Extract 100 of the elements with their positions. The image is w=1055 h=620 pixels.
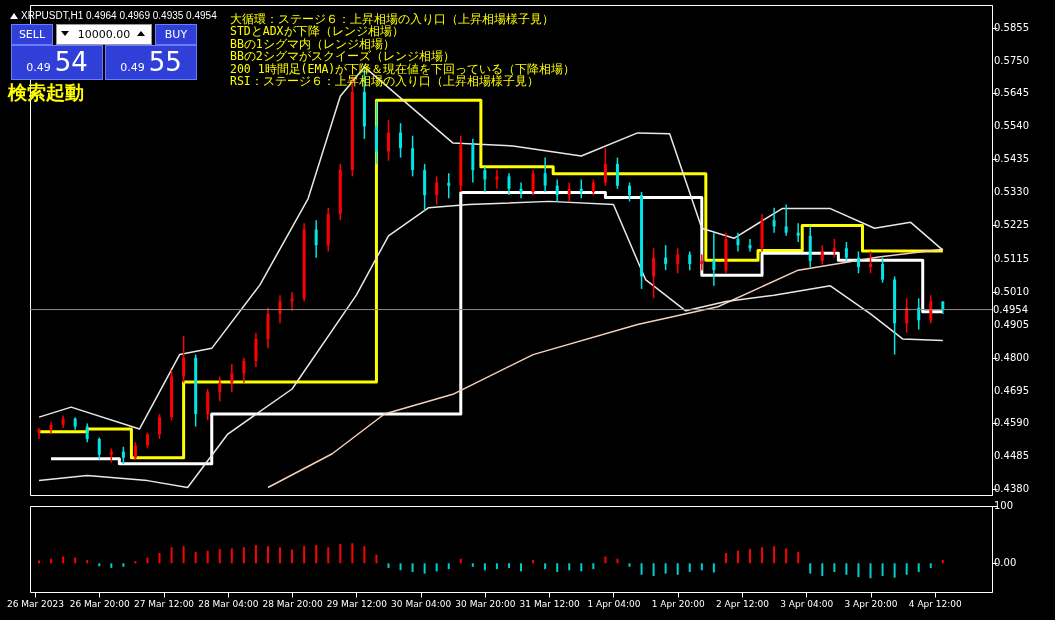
bar (544, 563, 547, 570)
bar (724, 553, 727, 564)
bar (447, 563, 450, 570)
candlestick (519, 181, 523, 199)
y-tick-label: 0.00 (994, 557, 1017, 569)
annotation: BBの1シグマ内（レンジ相場） (230, 36, 395, 51)
y-tick-label: 0.4485 (994, 450, 1029, 462)
x-tick-label: 30 Mar 04:00 (391, 598, 452, 609)
bar (520, 563, 523, 572)
bar (363, 546, 366, 564)
candlestick (399, 122, 403, 159)
x-tick-label: 1 Apr 04:00 (587, 598, 641, 609)
candlestick (182, 335, 186, 384)
bar (254, 544, 257, 564)
candlestick (242, 356, 246, 384)
bar (833, 563, 836, 572)
candlestick (579, 178, 583, 199)
x-tick-label: 4 Apr 12:00 (908, 598, 963, 609)
bar (495, 563, 498, 570)
buy-price-panel: 0.49 55 (105, 45, 197, 80)
bar (435, 563, 438, 572)
bar (917, 563, 920, 572)
bar (266, 546, 269, 564)
candlestick (447, 172, 451, 199)
candlestick (796, 222, 800, 243)
bar (98, 563, 101, 567)
annotation: STDとADXが下降（レンジ相場） (230, 24, 404, 39)
x-tick-label: 31 Mar 12:00 (519, 598, 580, 609)
bar (640, 563, 643, 575)
bar (736, 550, 739, 564)
bar (399, 563, 402, 571)
bar (218, 549, 221, 564)
annotation: 0.49 (26, 61, 51, 74)
candlestick (844, 241, 848, 262)
y-tick-label: 0.5225 (994, 218, 1029, 230)
annotation: BBの2シグマがスクイーズ（レンジ相場） (230, 49, 455, 64)
annotation: 0.49 (120, 61, 145, 74)
x-tick-label: 26 Mar 20:00 (69, 598, 131, 609)
bar (580, 563, 583, 572)
candlestick (688, 250, 692, 271)
candlestick (435, 175, 439, 206)
bar (857, 563, 860, 578)
bar (423, 563, 426, 574)
candlestick (869, 250, 873, 275)
bar (483, 563, 486, 571)
y-tick-label: 0.5855 (994, 21, 1029, 33)
y-tick-label: 0.5645 (994, 87, 1029, 99)
bar (351, 543, 354, 564)
bar (507, 563, 510, 568)
candlestick (567, 181, 571, 203)
bar (146, 557, 149, 564)
bar (556, 563, 559, 572)
annotation: 55 (148, 47, 182, 77)
candlestick (230, 363, 234, 393)
x-tick-label: 28 Mar 20:00 (262, 598, 323, 609)
candlestick (881, 256, 885, 284)
y-tick-label: 0.5540 (994, 120, 1029, 132)
bar (206, 550, 209, 564)
x-tick-label: 27 Mar 12:00 (133, 598, 195, 609)
bar (688, 563, 691, 572)
bar (62, 556, 65, 564)
y-tick-label: 0.4800 (994, 351, 1029, 363)
candlestick (314, 219, 318, 259)
bar (881, 563, 884, 576)
bar (869, 563, 872, 579)
bar (230, 548, 233, 564)
bar (110, 563, 113, 568)
candlestick (218, 375, 222, 403)
bar (773, 546, 776, 564)
candlestick (85, 422, 89, 443)
bar (327, 547, 330, 564)
candlestick (37, 427, 41, 440)
bar (375, 554, 378, 564)
bar (194, 551, 197, 564)
candlestick (784, 203, 788, 237)
bar (279, 547, 282, 564)
y-tick-label: 0.5750 (994, 54, 1029, 66)
candlestick (832, 238, 836, 259)
y-tick-label: 0.5435 (994, 153, 1029, 165)
bar (676, 563, 679, 575)
bar (471, 563, 474, 567)
candlestick (700, 253, 704, 271)
sell-price-panel: 0.49 54 (11, 45, 103, 80)
bar (158, 553, 161, 564)
candlestick (712, 231, 716, 287)
y-tick-label: 100 (994, 500, 1014, 511)
candlestick (495, 169, 499, 190)
candlestick (531, 169, 535, 196)
bar (712, 563, 715, 573)
candlestick (543, 156, 547, 193)
x-tick-label: 3 Apr 04:00 (780, 598, 834, 609)
bar (893, 563, 896, 578)
candlestick (254, 331, 258, 368)
candlestick (97, 436, 101, 461)
x-tick-label: 1 Apr 20:00 (651, 598, 705, 609)
y-tick-label: 0.5115 (994, 253, 1029, 265)
ref-line-label: 0.4954 (993, 303, 1028, 315)
bar (592, 563, 595, 570)
bar (122, 563, 125, 567)
bar (749, 549, 751, 564)
